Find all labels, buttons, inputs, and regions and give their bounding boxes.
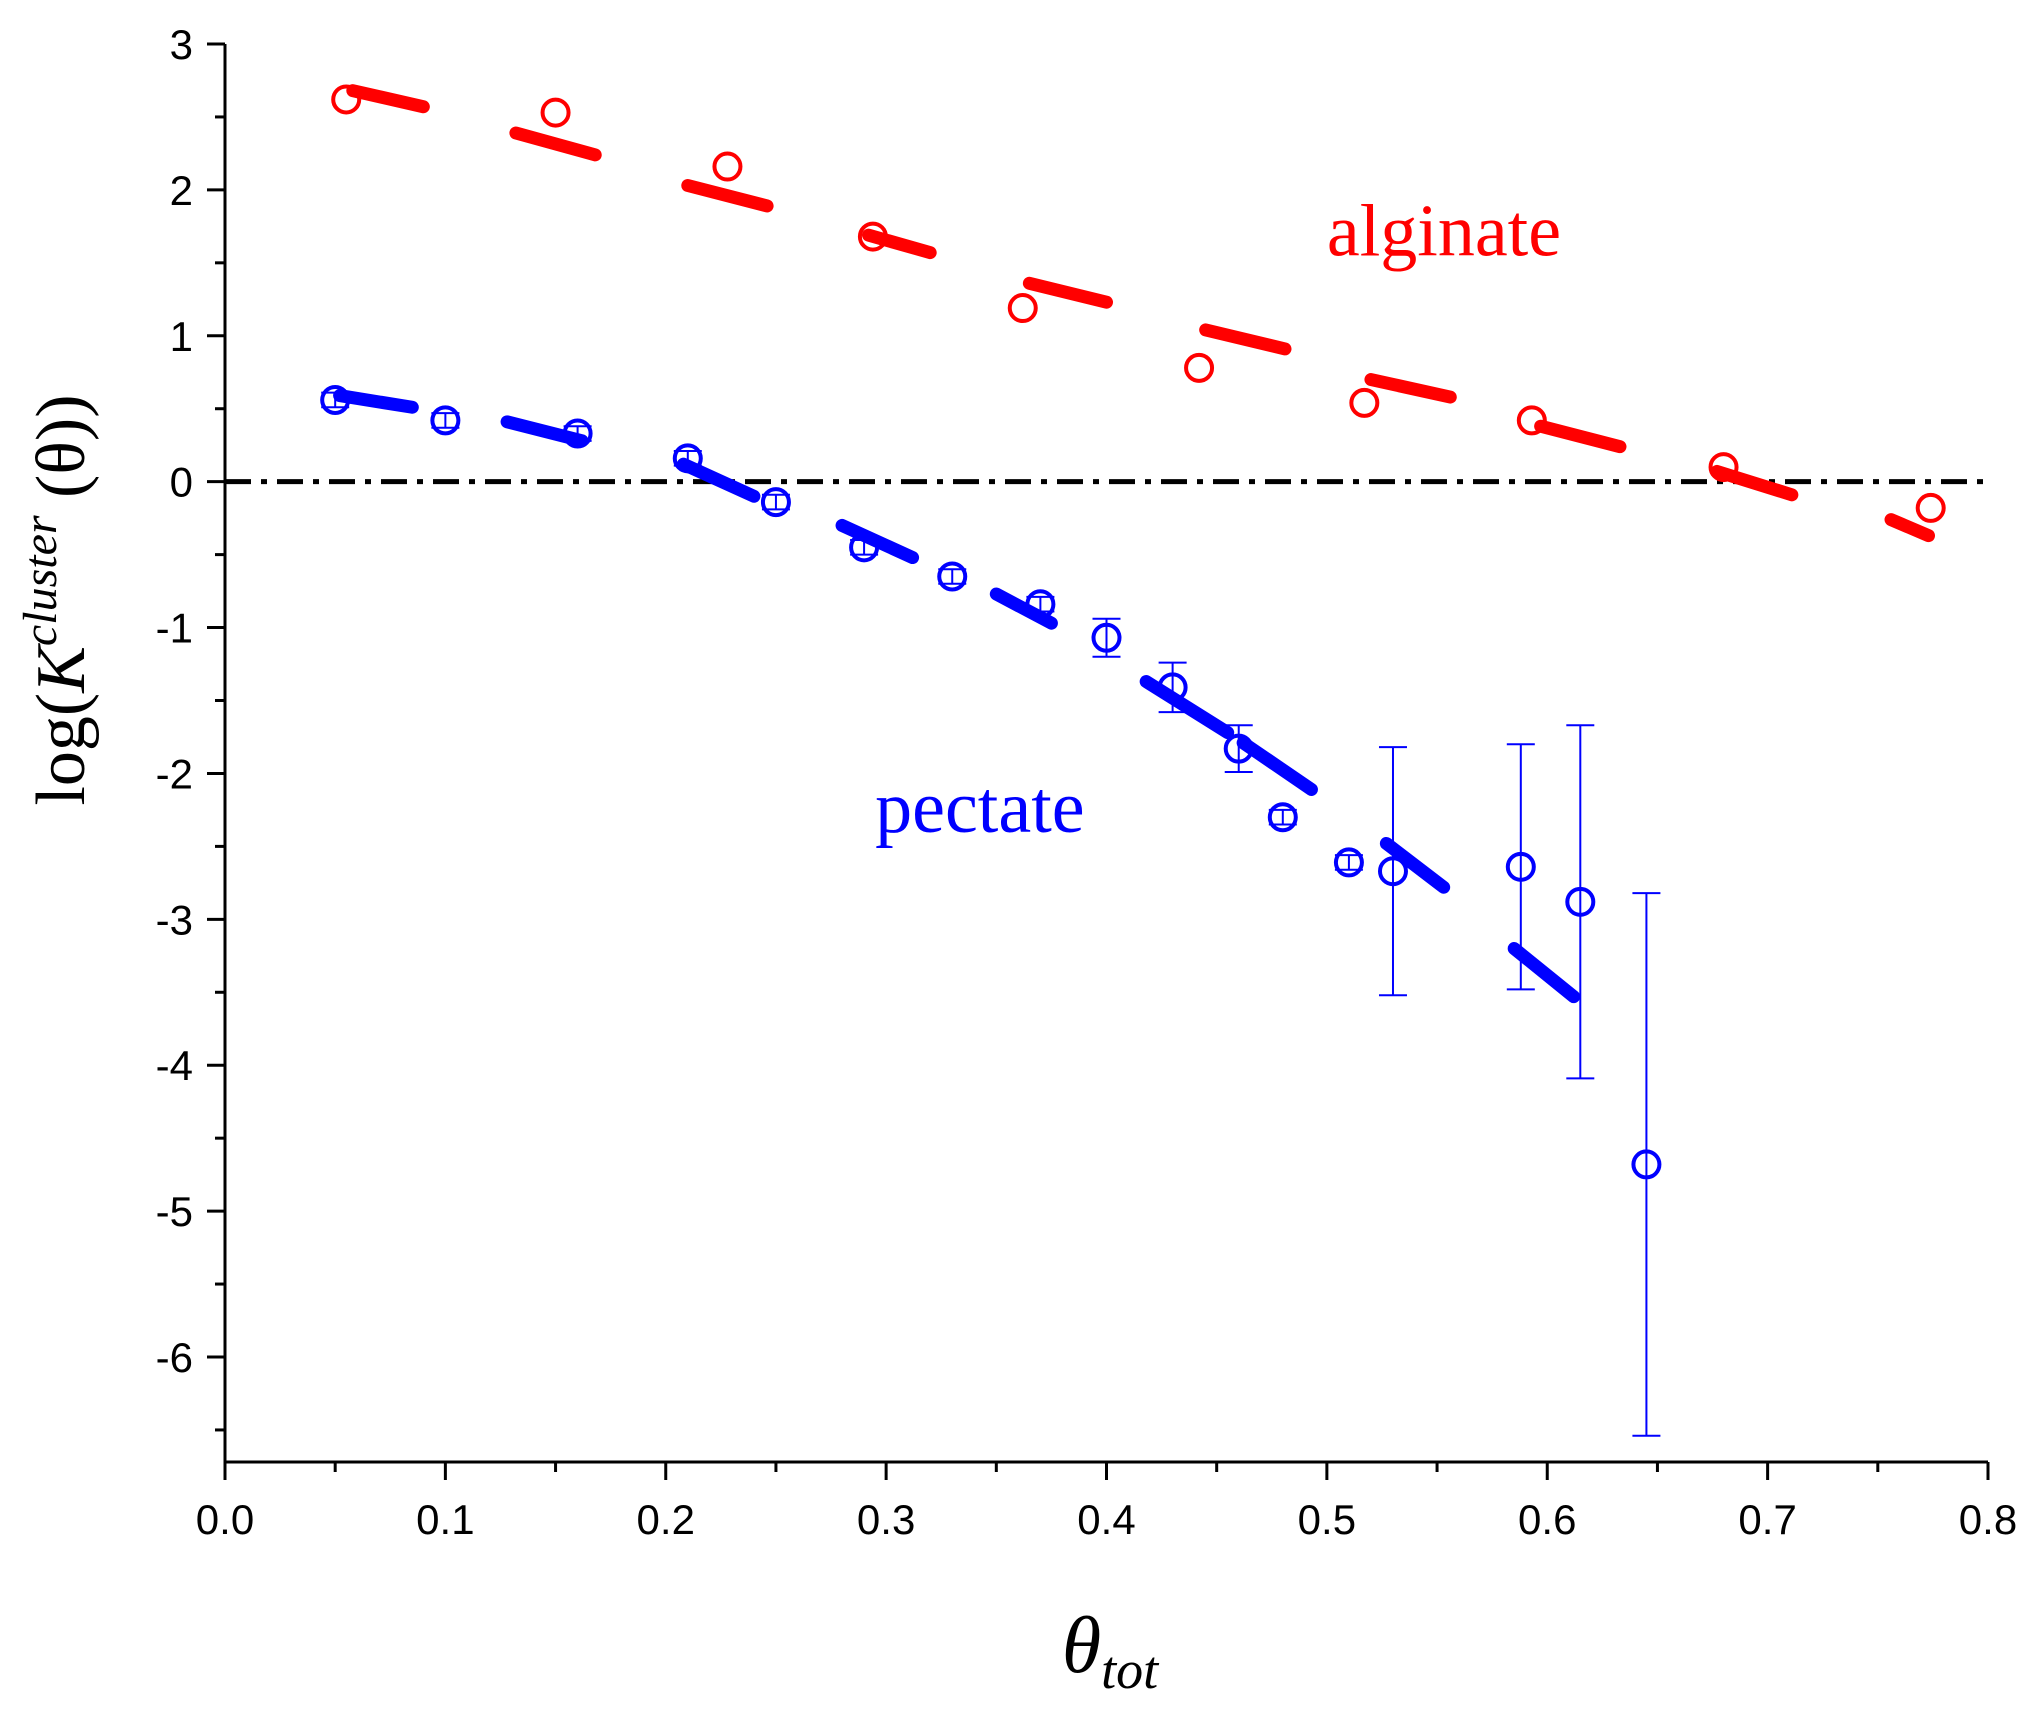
y-tick-label: -4 [156, 1042, 193, 1089]
alginate-fit-segment [1022, 276, 1113, 309]
alginate-data-point [712, 151, 743, 182]
pectate-fit-segment [1236, 736, 1318, 796]
annotations-layer: alginate pectate [875, 191, 1561, 849]
alginate-fit-segment [861, 228, 937, 260]
x-tick-label: 0.1 [416, 1496, 474, 1543]
alginate-data-point [1708, 452, 1739, 483]
data-points-layer [320, 84, 1946, 1180]
y-tick-label: -3 [156, 896, 193, 943]
y-tick-label: 3 [170, 21, 193, 68]
y-axis-title: log(Kcluster (θ)) [14, 394, 100, 805]
error-bars-layer [321, 391, 1661, 1437]
x-tick-label: 0.2 [637, 1496, 695, 1543]
pectate-data-point [1025, 589, 1056, 620]
pectate-data-point [430, 405, 461, 436]
pectate-fit-segment [333, 389, 419, 414]
alginate-fit-segment [1884, 513, 1935, 543]
pectate-data-point [1157, 672, 1188, 703]
pectate-data-point [760, 487, 791, 518]
fit-segments-layer [333, 84, 1935, 1004]
x-tick-label: 0.5 [1298, 1496, 1356, 1543]
y-tick-label: 1 [170, 313, 193, 360]
alginate-fit-segment [1534, 419, 1627, 454]
pectate-fit-segment [1379, 836, 1451, 894]
pectate-data-point [1223, 733, 1254, 764]
pectate-data-point [562, 418, 593, 449]
pectate-data-point [1565, 886, 1596, 917]
x-axis-title: θtot [1062, 1602, 1160, 1700]
alginate-data-point [1915, 492, 1946, 523]
pectate-data-point [1091, 622, 1122, 653]
axes-layer [223, 44, 1988, 1464]
y-axis-title-arg: (θ)) [23, 394, 100, 515]
pectate-data-point [1631, 1149, 1662, 1180]
y-tick-label: -2 [156, 750, 193, 797]
x-tick-label: 0.7 [1738, 1496, 1796, 1543]
alginate-data-point [1184, 352, 1215, 383]
x-tick-label: 0.0 [196, 1496, 254, 1543]
alginate-fit-segment [681, 179, 774, 213]
alginate-data-point [1349, 387, 1380, 418]
alginate-fit-segment [1710, 464, 1799, 502]
alginate-fit-segment [346, 84, 430, 114]
alginate-fit-segment [509, 126, 602, 162]
x-tick-label: 0.4 [1077, 1496, 1135, 1543]
x-tick-label: 0.3 [857, 1496, 915, 1543]
x-axis-title-base: θ [1062, 1602, 1101, 1690]
pectate-data-point [1333, 847, 1364, 878]
alginate-data-point [1516, 405, 1547, 436]
y-tick-label: -5 [156, 1188, 193, 1235]
series-label-alginate: alginate [1327, 191, 1561, 273]
x-tick-label: 0.8 [1959, 1496, 2017, 1543]
x-axis-title-sub: tot [1101, 1640, 1160, 1700]
x-tick-label: 0.6 [1518, 1496, 1576, 1543]
y-tick-label: 2 [170, 167, 193, 214]
y-axis-title-base: K [23, 643, 100, 694]
x-ticks-layer: 0.0 0.1 0.2 0.3 0.4 0.5 0.6 0.7 0.8 [196, 1462, 2017, 1543]
pectate-data-point [320, 384, 351, 415]
alginate-data-point [1007, 293, 1038, 324]
y-ticks-layer: 3 2 1 0 -1 -2 -3 -4 -5 -6 [156, 21, 225, 1432]
alginate-data-point [540, 97, 571, 128]
y-tick-label: 0 [170, 459, 193, 506]
pectate-data-point [1377, 856, 1408, 887]
alginate-fit-segment [1364, 373, 1457, 404]
alginate-fit-segment [1199, 323, 1292, 356]
alginate-data-point [857, 221, 888, 252]
alginate-data-point [331, 84, 362, 115]
y-tick-label: -6 [156, 1334, 193, 1381]
pectate-data-point [937, 561, 968, 592]
pectate-fit-segment [1507, 942, 1581, 1004]
pectate-data-point [849, 532, 880, 563]
y-axis-title-prefix: log( [23, 693, 100, 806]
pectate-data-point [1267, 802, 1298, 833]
pectate-fit-segment [500, 415, 589, 448]
series-label-pectate: pectate [875, 767, 1084, 849]
pectate-data-point [1505, 851, 1536, 882]
pectate-data-point [672, 443, 703, 474]
y-tick-label: -1 [156, 605, 193, 652]
y-axis-title-sup: cluster [14, 515, 67, 646]
